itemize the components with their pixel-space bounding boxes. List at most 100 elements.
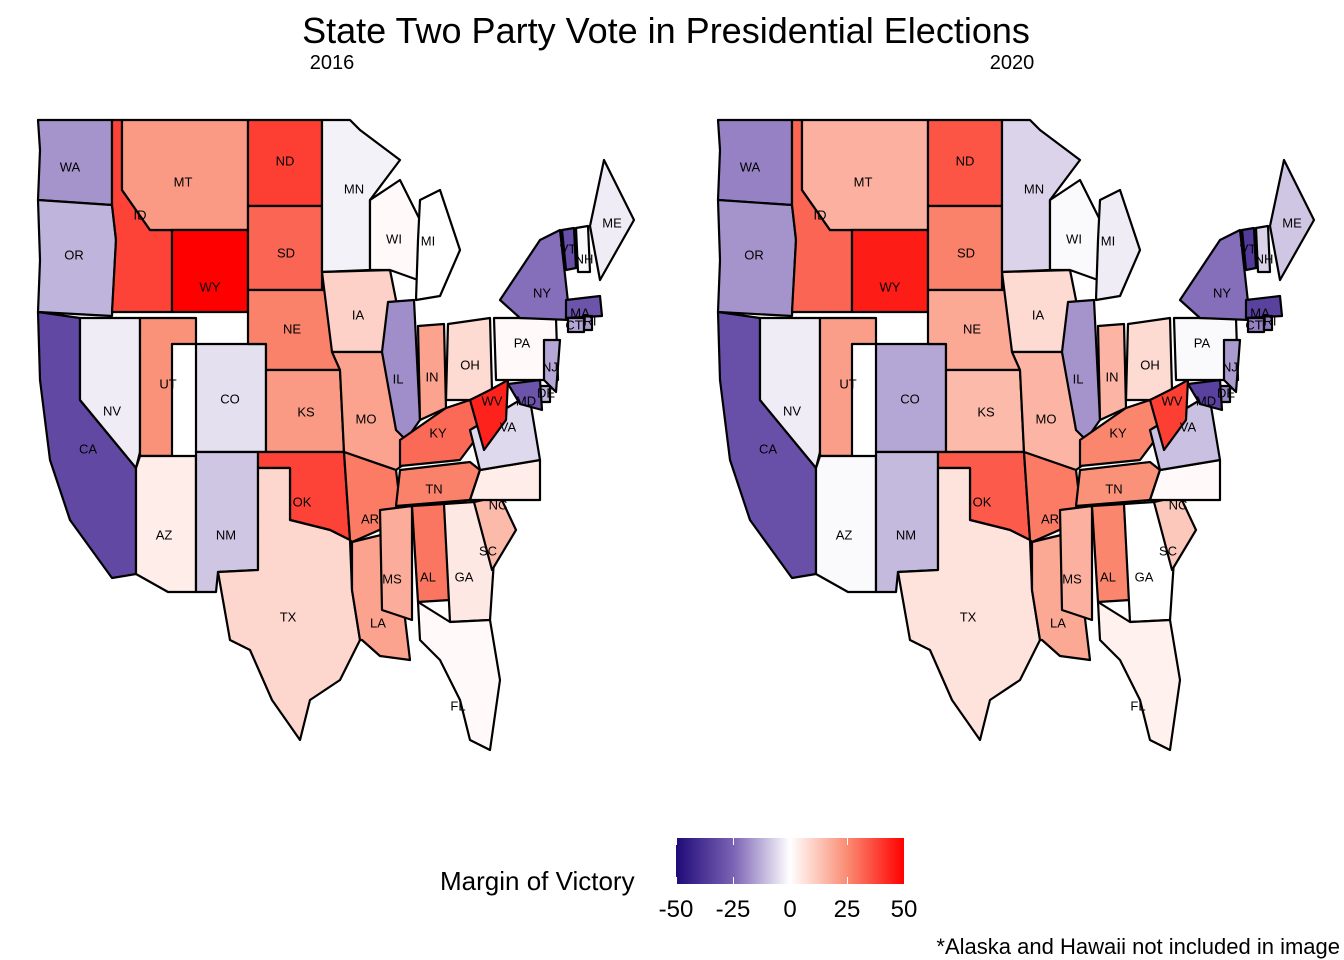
state-label-de: DE [537,385,555,400]
state-label-nh: NH [575,251,594,266]
state-wy [850,228,930,314]
state-label-pa: PA [1194,335,1211,350]
state-label-vt: VT [560,241,577,256]
state-mi [1094,188,1142,302]
state-nh [1254,224,1272,274]
state-label-nj: NJ [1222,359,1238,374]
state-label-or: OR [64,247,84,262]
state-label-ky: KY [1109,425,1127,440]
state-label-ok: OK [973,494,992,509]
state-label-md: MD [1196,393,1216,408]
state-nj [1222,338,1242,394]
state-label-ia: IA [352,307,365,322]
state-label-id: ID [134,207,147,222]
state-label-ks: KS [977,404,995,419]
state-label-wy: WY [880,279,901,294]
state-md [506,378,544,412]
state-label-nm: NM [896,527,916,542]
state-label-tx: TX [280,609,297,624]
state-label-tn: TN [425,481,442,496]
state-ct [566,316,586,334]
state-ny [1178,228,1252,322]
legend-tick-mark [676,877,677,884]
state-label-fl: FL [450,698,465,713]
state-label-mt: MT [854,174,873,189]
state-ri [582,314,594,332]
state-label-ne: NE [963,321,981,336]
state-label-co: CO [220,391,240,406]
legend-colorbar [676,838,904,884]
state-label-wi: WI [386,231,402,246]
state-label-la: LA [370,615,386,630]
state-label-ms: MS [1062,571,1082,586]
state-label-nv: NV [103,403,121,418]
state-az [134,454,198,594]
state-label-nh: NH [1255,251,1274,266]
state-label-sd: SD [277,245,295,260]
state-label-nc: NC [1169,497,1188,512]
state-label-in: IN [1106,369,1119,384]
map-panel-2016: WA OR CA NV ID MT WY UT CO AZ NM ND SD NE KS OK TX MN IA MO… [36,118,636,752]
state-label-mo: MO [1036,411,1057,426]
legend-tick-mark [676,838,677,845]
state-vt [1240,226,1258,272]
state-ma [1244,294,1284,320]
state-nc [468,458,542,502]
state-label-oh: OH [460,357,480,372]
state-label-me: ME [602,215,622,230]
state-label-nc: NC [489,497,508,512]
state-label-ri: RI [584,313,597,328]
state-wy [170,228,250,314]
state-ct [1246,316,1266,334]
state-label-la: LA [1050,615,1066,630]
state-label-il: IL [1073,371,1084,386]
state-label-az: AZ [836,527,853,542]
state-label-sc: SC [1159,543,1177,558]
chart-title: State Two Party Vote in Presidential Ele… [302,10,1030,51]
state-fl [1096,600,1182,752]
legend-tick-mark [847,838,848,845]
state-label-ma: MA [570,305,590,320]
state-label-vt: VT [1240,241,1257,256]
state-label-wa: WA [60,159,81,174]
legend-tick-mark [790,877,791,884]
state-nh [574,224,592,274]
state-az [814,454,878,594]
state-ma [564,294,604,320]
state-ms [378,504,414,622]
panel-label-2016: 2016 [309,52,355,74]
state-label-ut: UT [839,376,856,391]
state-label-ut: UT [159,376,176,391]
legend-tick-label: 25 [833,896,861,923]
legend-title: Margin of Victory [440,866,635,896]
state-label-wi: WI [1066,231,1082,246]
state-label-de: DE [1217,385,1235,400]
state-label-ne: NE [283,321,301,336]
state-label-ky: KY [429,425,447,440]
state-label-nv: NV [783,403,801,418]
state-label-ny: NY [1213,285,1231,300]
state-wv [468,378,510,452]
state-label-ks: KS [297,404,315,419]
state-label-wy: WY [200,279,221,294]
state-label-tn: TN [1105,481,1122,496]
state-md [1186,378,1224,412]
state-label-tx: TX [960,609,977,624]
state-label-mt: MT [174,174,193,189]
state-label-oh: OH [1140,357,1160,372]
state-label-me: ME [1282,215,1302,230]
state-label-nj: NJ [542,359,558,374]
legend-tick-label: -25 [715,896,751,923]
state-me [588,158,636,282]
state-label-id: ID [814,207,827,222]
footnote: *Alaska and Hawaii not included in image [936,934,1340,959]
state-label-ar: AR [1041,511,1059,526]
state-label-ma: MA [1250,305,1270,320]
state-label-pa: PA [514,335,531,350]
state-nj [542,338,562,394]
state-label-mi: MI [1101,233,1115,248]
state-label-ri: RI [1264,313,1277,328]
state-nc [1148,458,1222,502]
state-label-md: MD [516,393,536,408]
